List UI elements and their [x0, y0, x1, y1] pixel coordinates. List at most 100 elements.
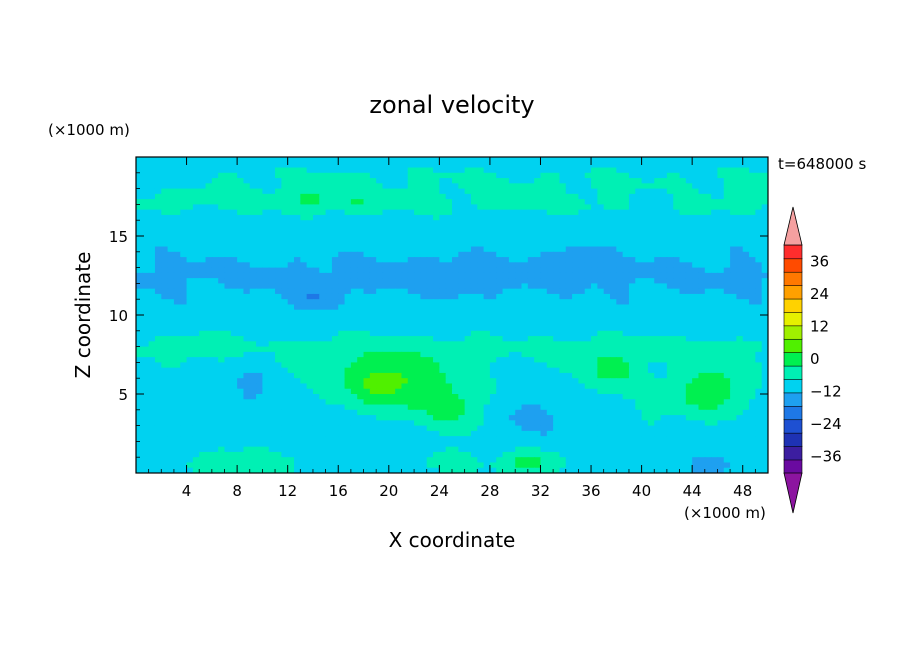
field-cell: [401, 262, 409, 269]
field-cell: [540, 309, 548, 316]
field-cell: [515, 362, 523, 369]
field-cell: [546, 388, 554, 395]
field-cell: [508, 404, 516, 411]
field-cell: [496, 214, 504, 221]
field-cell: [742, 388, 750, 395]
field-cell: [584, 230, 592, 237]
field-cell: [154, 204, 162, 211]
field-cell: [331, 362, 339, 369]
field-cell: [527, 272, 535, 279]
field-cell: [584, 251, 592, 258]
field-cell: [249, 178, 257, 184]
field-cell: [685, 362, 693, 369]
field-cell: [306, 167, 314, 174]
field-cell: [325, 336, 333, 342]
field-cell: [275, 409, 282, 416]
field-cell: [641, 362, 649, 369]
field-cell: [616, 330, 624, 337]
field-cell: [736, 188, 744, 195]
field-cell: [711, 367, 719, 374]
field-cell: [319, 399, 327, 406]
field-cell: [357, 388, 365, 395]
field-cell: [660, 409, 668, 416]
field-cell: [660, 188, 668, 195]
field-cell: [572, 357, 579, 363]
field-cell: [616, 357, 624, 363]
field-cell: [312, 372, 320, 379]
field-cell: [331, 415, 339, 421]
field-cell: [742, 183, 750, 190]
field-cell: [597, 394, 605, 400]
field-cell: [692, 236, 700, 242]
field-cell: [489, 388, 497, 395]
field-cell: [534, 236, 542, 242]
field-cell: [382, 367, 390, 374]
field-cell: [439, 372, 447, 379]
field-cell: [243, 404, 251, 411]
field-cell: [294, 267, 301, 274]
field-cell: [199, 293, 207, 300]
field-cell: [742, 320, 750, 327]
field-cell: [489, 415, 497, 421]
field-cell: [281, 183, 289, 190]
field-cell: [363, 367, 371, 374]
field-cell: [262, 315, 270, 321]
field-cell: [338, 415, 346, 421]
field-cell: [452, 220, 459, 227]
field-cell: [167, 383, 175, 390]
field-cell: [395, 341, 403, 348]
field-cell: [597, 325, 605, 332]
field-cell: [142, 246, 150, 253]
field-cell: [268, 330, 276, 337]
field-cell: [666, 325, 674, 332]
field-cell: [312, 330, 320, 337]
field-cell: [628, 220, 636, 227]
field-cell: [287, 204, 295, 211]
field-cell: [211, 325, 219, 332]
field-cell: [730, 225, 737, 232]
field-cell: [572, 214, 579, 221]
field-cell: [584, 193, 592, 200]
field-cell: [312, 220, 320, 227]
field-cell: [294, 167, 301, 174]
field-cell: [426, 336, 434, 342]
field-cell: [205, 336, 213, 342]
field-cell: [426, 357, 434, 363]
field-cell: [325, 214, 333, 221]
field-cell: [192, 336, 200, 342]
field-cell: [578, 278, 586, 284]
field-cell: [477, 220, 485, 227]
field-cell: [161, 257, 169, 263]
field-cell: [565, 346, 573, 353]
field-cell: [540, 293, 548, 300]
field-cell: [565, 325, 573, 332]
field-cell: [426, 241, 434, 248]
field-cell: [281, 283, 289, 290]
field-cell: [199, 399, 207, 406]
field-cell: [331, 367, 339, 374]
field-cell: [249, 188, 257, 195]
field-cell: [350, 157, 358, 163]
field-cell: [237, 230, 245, 237]
field-cell: [350, 357, 358, 363]
field-cell: [256, 199, 263, 205]
field-cell: [736, 330, 744, 337]
field-cell: [211, 251, 219, 258]
field-cell: [199, 178, 207, 184]
field-cell: [711, 388, 719, 395]
field-cell: [338, 278, 346, 284]
field-cell: [369, 362, 377, 369]
field-cell: [508, 220, 516, 227]
field-cell: [407, 162, 415, 169]
field-cell: [249, 315, 257, 321]
field-cell: [654, 341, 662, 348]
field-cell: [496, 278, 504, 284]
field-cell: [401, 409, 409, 416]
field-cell: [622, 288, 630, 295]
field-cell: [635, 209, 643, 216]
field-cell: [331, 214, 339, 221]
field-cell: [369, 304, 377, 311]
field-cell: [572, 272, 579, 279]
field-cell: [433, 293, 440, 300]
field-cell: [275, 388, 282, 395]
